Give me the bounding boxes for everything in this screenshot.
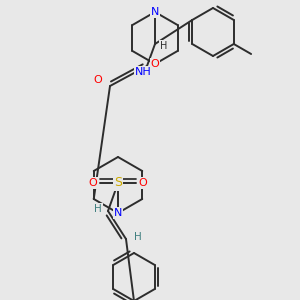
- Text: H: H: [94, 204, 102, 214]
- Text: N: N: [114, 208, 122, 218]
- Text: O: O: [139, 178, 147, 188]
- Text: N: N: [151, 7, 159, 17]
- Text: S: S: [114, 176, 122, 190]
- Text: NH: NH: [135, 67, 152, 77]
- Text: O: O: [88, 178, 98, 188]
- Text: H: H: [160, 41, 168, 51]
- Text: H: H: [134, 232, 142, 242]
- Text: O: O: [94, 75, 102, 85]
- Text: O: O: [151, 59, 159, 69]
